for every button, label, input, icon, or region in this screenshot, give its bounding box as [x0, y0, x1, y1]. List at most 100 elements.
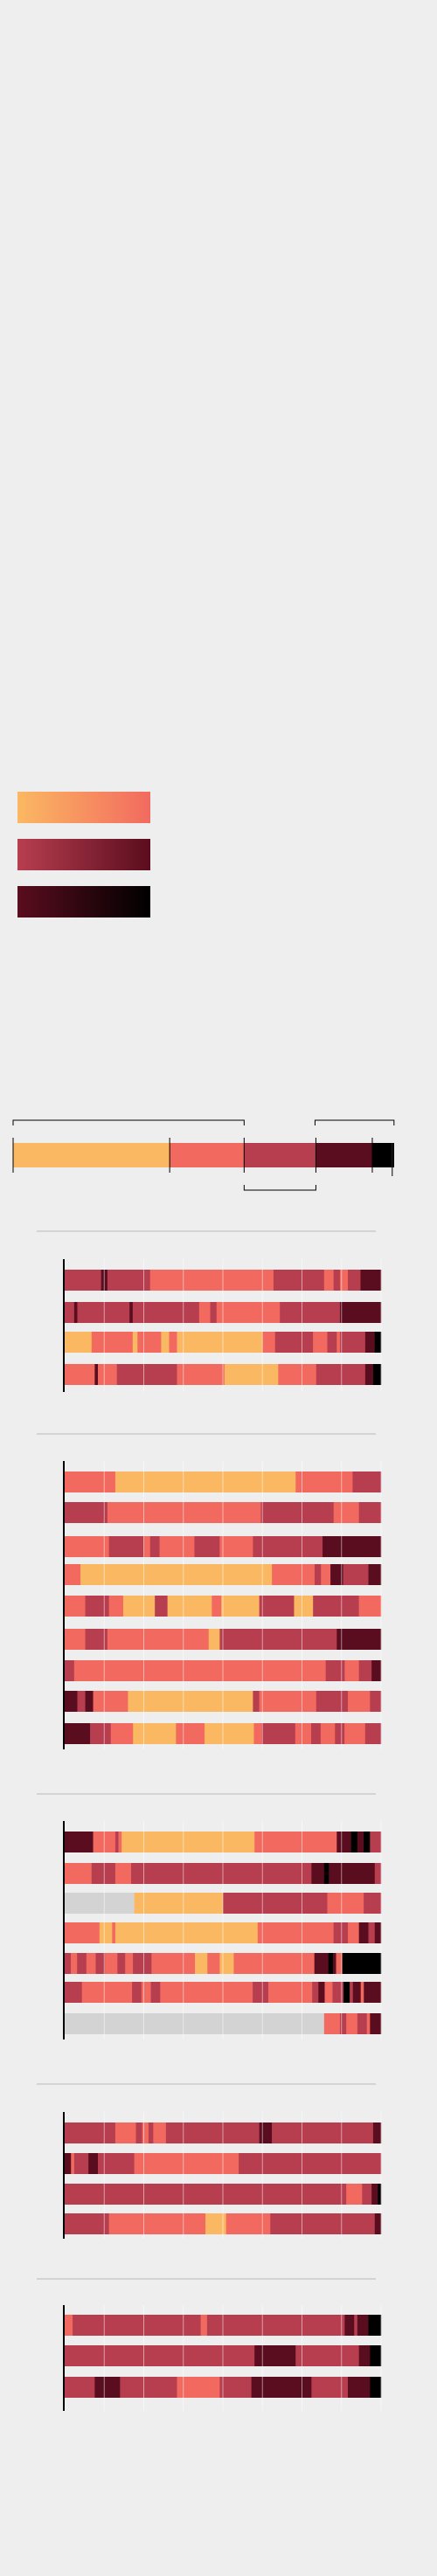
bar-segment — [251, 2377, 312, 2398]
bar-segment — [358, 1922, 369, 1943]
bar-segment — [262, 1332, 276, 1353]
bar-segment — [65, 1472, 116, 1492]
bar-segment — [219, 1953, 234, 1974]
bar-segment — [65, 1982, 83, 2003]
bar-segment — [207, 1953, 220, 1974]
bar-segment — [221, 1596, 260, 1617]
bar-segment — [371, 2184, 378, 2205]
bar-segment — [161, 1332, 170, 1353]
bar-segment — [368, 1564, 382, 1585]
bar-segment — [324, 1982, 333, 2003]
bar-segment — [314, 1564, 322, 1585]
bar-segment — [339, 1270, 349, 1291]
bar-segment — [339, 2013, 347, 2034]
bracket-bottom — [243, 1185, 316, 1191]
bar-segment — [151, 1953, 196, 1974]
bar-segment — [65, 1629, 86, 1650]
bar-segment — [91, 1332, 134, 1353]
bar-segment — [219, 1629, 337, 1650]
bar-segment — [132, 1982, 142, 2003]
bar-segment — [323, 1863, 329, 1884]
bar-segment — [370, 2377, 382, 2398]
bar-segment — [176, 1723, 205, 1744]
bar-segment — [90, 1723, 112, 1744]
bar-segment — [71, 2153, 75, 2174]
bar-segment — [335, 1723, 345, 1744]
bar-segment — [257, 1922, 334, 1943]
bar-segment — [177, 1332, 263, 1353]
bar-segment — [65, 1832, 94, 1852]
bar-segment — [137, 1332, 162, 1353]
bar-segment — [142, 2122, 149, 2143]
bar-segment — [122, 1596, 156, 1617]
bar-segment — [259, 2122, 273, 2143]
bar-segment — [159, 1536, 195, 1557]
bar-segment — [294, 1596, 314, 1617]
bar-segment — [368, 1922, 376, 1943]
bar-segment — [65, 1596, 86, 1617]
bar-segment — [329, 1863, 376, 1884]
bar-segment — [336, 1953, 343, 1974]
bar-segment — [233, 1953, 315, 1974]
bar-segment — [198, 1302, 211, 1323]
bar-segment — [206, 2315, 345, 2336]
bar-segment — [65, 2315, 73, 2336]
bar-segment — [347, 1691, 371, 1712]
bar-segment — [114, 1472, 296, 1492]
bar-segment — [357, 2013, 368, 2034]
bar-segment — [253, 1723, 262, 1744]
bar-segment — [65, 1922, 101, 1943]
bar-segment — [270, 2213, 376, 2234]
bar-segment — [364, 1364, 374, 1385]
bar-segment — [65, 1364, 95, 1385]
bar-segment — [274, 1332, 314, 1353]
bar-segment — [310, 1723, 322, 1744]
bar-segment — [357, 1832, 364, 1852]
bar-segment — [129, 1302, 134, 1323]
bar-segment — [98, 1364, 118, 1385]
bar-segment — [253, 1536, 323, 1557]
bar-segment — [352, 1982, 362, 2003]
bar-segment — [132, 1332, 138, 1353]
bar-segment — [73, 1660, 326, 1681]
bar-segment — [358, 2345, 371, 2366]
bar-segment — [165, 2122, 260, 2143]
bar-segment — [65, 2184, 347, 2205]
bar-segment — [108, 2213, 206, 2234]
bar-segment — [112, 1922, 116, 1943]
bar-segment — [86, 1953, 96, 1974]
bar-segment — [65, 1863, 93, 1884]
bar-segment — [80, 1564, 273, 1585]
bar-segment — [253, 1982, 269, 2003]
bar-segment — [333, 1270, 341, 1291]
bar-segment — [200, 2315, 208, 2336]
bar-segment — [120, 2377, 177, 2398]
strip-segment — [244, 1143, 316, 1167]
bar-segment — [316, 1364, 366, 1385]
bar-segment — [121, 1832, 255, 1852]
bar-segment — [362, 2184, 372, 2205]
bar-segment — [141, 1982, 151, 2003]
bar-segment — [132, 1302, 200, 1323]
bar-segment — [134, 2153, 239, 2174]
bar-segment — [311, 2377, 349, 2398]
bar-segment — [327, 1893, 364, 1914]
bar-segment — [77, 1691, 86, 1712]
strip-segment — [371, 1143, 392, 1167]
bar-segment — [65, 2122, 116, 2143]
bar-segment — [177, 1364, 225, 1385]
bar-segment — [342, 1953, 382, 1974]
bar-segment — [155, 1596, 168, 1617]
bar-segment — [169, 1332, 177, 1353]
bracket-top-right — [314, 1119, 395, 1125]
bar-segment — [323, 1536, 382, 1557]
bar-segment — [219, 1536, 253, 1557]
bar-segment — [219, 2377, 252, 2398]
bar-segment — [65, 1660, 75, 1681]
bar-segment — [332, 1982, 344, 2003]
bar-segment — [372, 1364, 382, 1385]
bar-segment — [65, 1302, 75, 1323]
bar-segment — [358, 1660, 372, 1681]
bar-segment — [94, 2377, 121, 2398]
bar-segment — [295, 1723, 312, 1744]
